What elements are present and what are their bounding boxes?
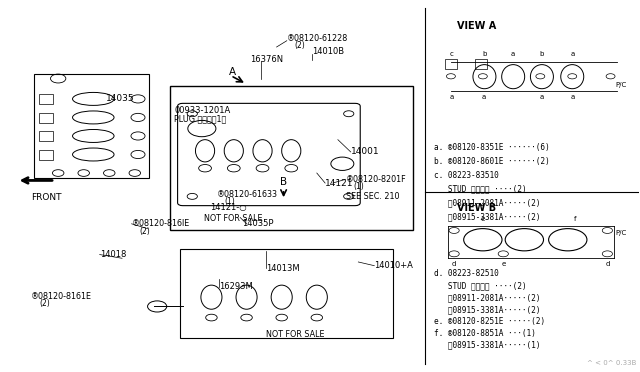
Text: e. ®08120-8251E ·····(2): e. ®08120-8251E ·····(2) <box>434 317 545 326</box>
Text: 16293M: 16293M <box>219 282 253 291</box>
Text: (1): (1) <box>224 197 235 206</box>
Text: Ⓘ08915-3381A·····(2): Ⓘ08915-3381A·····(2) <box>434 212 540 221</box>
Text: 14018: 14018 <box>100 250 126 259</box>
Text: 14010+A: 14010+A <box>374 261 413 270</box>
Text: (2): (2) <box>140 227 150 236</box>
Text: b. ®08120-8601E ······(2): b. ®08120-8601E ······(2) <box>434 157 549 166</box>
Text: 14121: 14121 <box>325 179 354 187</box>
Text: SEE SEC. 210: SEE SEC. 210 <box>346 192 399 201</box>
Text: ®08120-8201F: ®08120-8201F <box>346 175 406 184</box>
Text: ®08120-8161E: ®08120-8161E <box>31 292 92 301</box>
Text: f. ®08120-8851A ···(1): f. ®08120-8851A ···(1) <box>434 329 536 338</box>
Text: 14010B: 14010B <box>312 47 344 56</box>
Text: P/C: P/C <box>615 82 627 88</box>
Text: FRONT: FRONT <box>31 193 62 202</box>
Text: d. 08223-82510: d. 08223-82510 <box>434 269 499 278</box>
Text: (2): (2) <box>294 41 305 51</box>
Text: 00933-1201A: 00933-1201A <box>174 106 230 115</box>
Text: VIEW B: VIEW B <box>458 203 497 213</box>
Text: d: d <box>605 261 609 267</box>
Text: a: a <box>570 51 574 57</box>
Text: e: e <box>501 261 506 267</box>
Text: a: a <box>482 94 486 100</box>
Text: a: a <box>570 94 574 100</box>
Text: 14001: 14001 <box>351 147 380 156</box>
Text: b: b <box>540 51 544 57</box>
Text: STUD スタッド ····(2): STUD スタッド ····(2) <box>434 185 526 193</box>
Text: a. ®08120-8351E ······(6): a. ®08120-8351E ······(6) <box>434 143 549 153</box>
Text: ®08120-816IE: ®08120-816IE <box>132 219 190 228</box>
Text: (1): (1) <box>353 182 364 191</box>
Text: P/C: P/C <box>615 231 627 237</box>
Text: ⓝ08911-2081A·····(2): ⓝ08911-2081A·····(2) <box>434 198 540 207</box>
Text: 14035: 14035 <box>106 94 134 103</box>
Text: STUD スタッド ····(2): STUD スタッド ····(2) <box>434 281 526 290</box>
Text: ^ < 0^ 0.33B: ^ < 0^ 0.33B <box>587 360 636 366</box>
Text: ⓝ08911-2081A·····(2): ⓝ08911-2081A·····(2) <box>434 293 540 302</box>
Text: Ⓘ08915-3381A·····(1): Ⓘ08915-3381A·····(1) <box>434 340 540 350</box>
Text: PLUG プラグ（1）: PLUG プラグ（1） <box>174 114 227 123</box>
Text: ®08120-61633: ®08120-61633 <box>216 190 278 199</box>
Text: a: a <box>540 94 544 100</box>
Text: NOT FOR SALE: NOT FOR SALE <box>266 330 324 340</box>
Text: a: a <box>511 51 515 57</box>
Text: VIEW A: VIEW A <box>458 21 497 31</box>
Text: B: B <box>280 177 287 187</box>
Text: f: f <box>574 216 577 222</box>
Text: b: b <box>482 51 486 57</box>
Text: (2): (2) <box>39 299 50 308</box>
Text: ®08120-61228: ®08120-61228 <box>287 34 348 43</box>
Text: Ⓘ08915-3381A·····(2): Ⓘ08915-3381A·····(2) <box>434 305 540 314</box>
Text: e: e <box>481 216 485 222</box>
Text: A: A <box>229 67 236 77</box>
Text: 14013M: 14013M <box>266 264 300 273</box>
Text: a: a <box>449 94 454 100</box>
Text: 16376N: 16376N <box>250 55 283 64</box>
Text: c. 08223-83510: c. 08223-83510 <box>434 171 499 180</box>
Text: NOT FOR SALE: NOT FOR SALE <box>204 214 262 223</box>
Text: c: c <box>450 51 454 57</box>
Text: d: d <box>452 261 456 267</box>
Text: 14121-○: 14121-○ <box>210 203 246 212</box>
Text: 14035P: 14035P <box>242 219 273 228</box>
